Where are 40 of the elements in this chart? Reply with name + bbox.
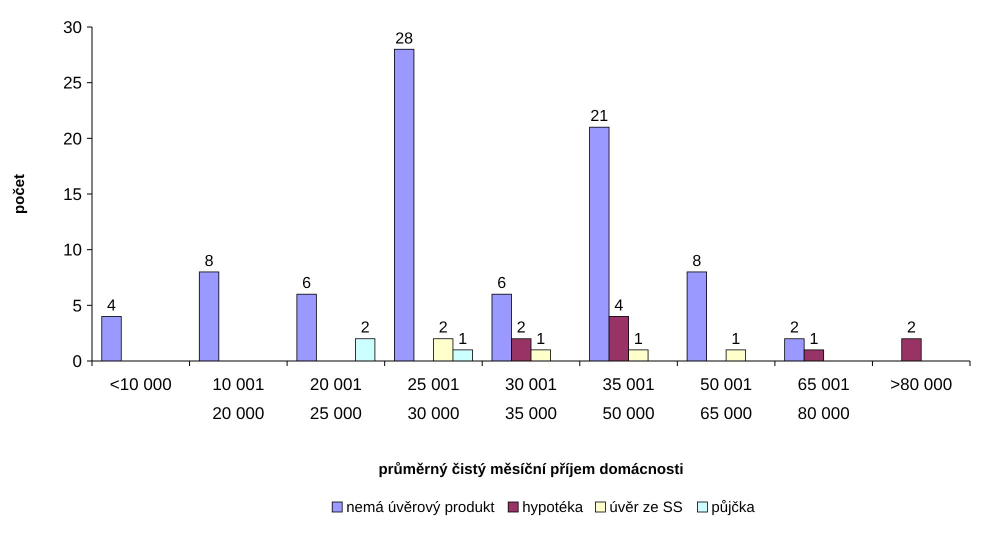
data-label: 2	[907, 320, 916, 337]
data-label: 2	[438, 320, 448, 337]
legend-label: úvěr ze SS	[609, 499, 683, 516]
x-tick-label: 30 001 35 000	[505, 375, 557, 423]
y-tick-label: 5	[72, 296, 82, 316]
data-label: 21	[590, 108, 608, 126]
data-label: 4	[614, 297, 624, 314]
data-label: 8	[692, 252, 702, 270]
x-tick-label: >80 000	[890, 375, 952, 394]
data-label: 28	[395, 30, 414, 48]
y-tick-label: 20	[63, 129, 82, 148]
x-tick-label: 35 001 50 000	[602, 375, 655, 423]
x-tick-label: <10 000	[110, 375, 172, 394]
legend-label: půjčka	[711, 499, 756, 516]
data-label: 2	[360, 320, 370, 337]
x-tick-label: 10 001 20 000	[212, 375, 264, 423]
data-label: 6	[302, 275, 312, 292]
y-tick-label: 0	[72, 352, 82, 371]
data-label: 1	[634, 330, 643, 348]
data-label: 1	[731, 330, 740, 348]
y-tick-label: 10	[63, 240, 82, 260]
y-tick-label: 30	[63, 18, 82, 37]
data-label: 4	[107, 297, 116, 314]
x-tick-label: 50 001 65 000	[700, 375, 752, 423]
legend-label: hypotéka	[522, 499, 584, 516]
x-tick-label: 65 001 80 000	[798, 375, 850, 423]
data-label: 1	[536, 330, 546, 348]
legend-label: nemá úvěrový produkt	[346, 499, 496, 516]
data-label: 1	[809, 330, 818, 348]
y-axis-title: počet	[11, 174, 28, 214]
data-label: 1	[458, 330, 468, 348]
x-axis-title: průměrný čistý měsíční příjem domácnosti	[378, 461, 684, 478]
data-label: 6	[497, 275, 506, 292]
y-tick-label: 25	[63, 74, 82, 93]
y-tick-label: 15	[63, 185, 82, 204]
data-label: 2	[516, 320, 526, 337]
data-label: 2	[790, 320, 799, 337]
x-tick-label: 25 001 30 000	[407, 375, 460, 423]
x-tick-label: 20 001 25 000	[310, 375, 362, 423]
data-label: 8	[204, 252, 214, 270]
